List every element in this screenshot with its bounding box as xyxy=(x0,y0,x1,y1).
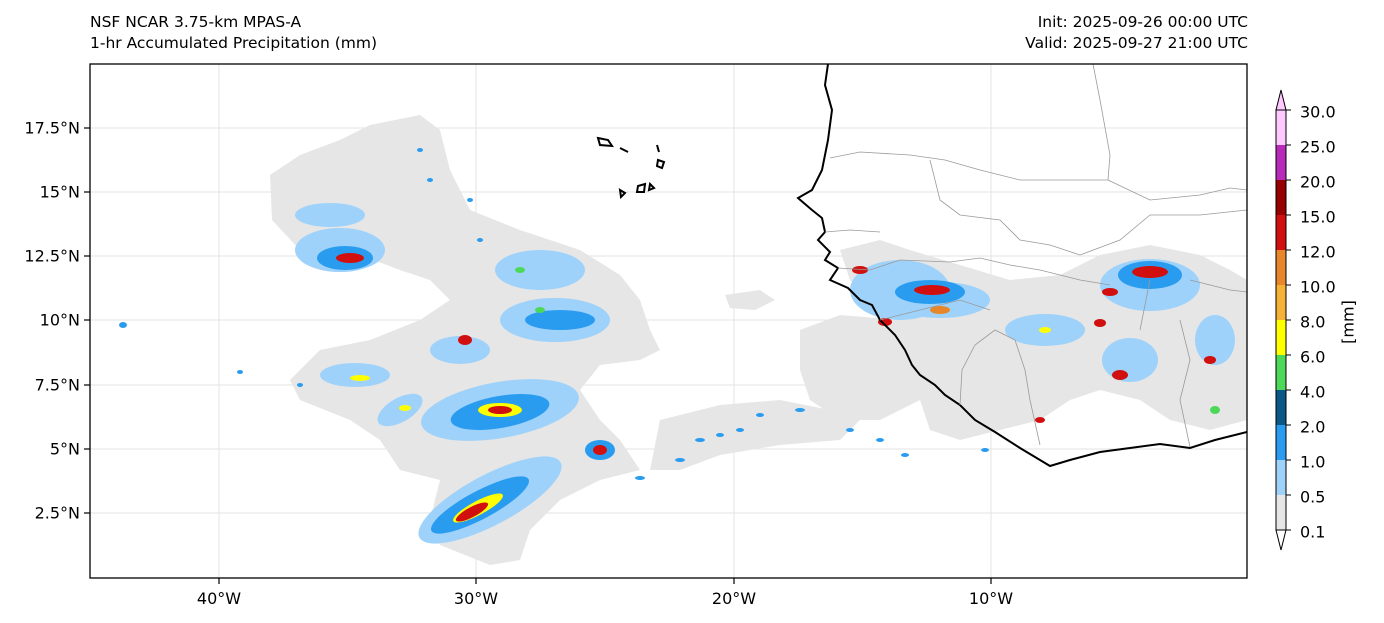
country-borders xyxy=(824,64,1247,448)
colorbar-level-label: 0.1 xyxy=(1300,522,1326,542)
colorbar-level-label: 2.0 xyxy=(1300,417,1326,437)
field-title: 1-hr Accumulated Precipitation (mm) xyxy=(90,34,377,52)
lon-label: 10°W xyxy=(968,589,1014,608)
colorbar-level-label: 4.0 xyxy=(1300,382,1326,402)
valid-time: Valid: 2025-09-27 21:00 UTC xyxy=(1025,34,1248,52)
lat-label: 2.5°N xyxy=(34,503,80,523)
axis-ticks xyxy=(84,127,992,584)
graticule xyxy=(90,64,1247,578)
intense-precip-cells xyxy=(336,253,1220,523)
colorbar-level-label: 8.0 xyxy=(1300,312,1326,332)
lat-label: 5°N xyxy=(49,439,80,459)
map-frame xyxy=(89,63,1248,579)
lat-label: 7.5°N xyxy=(34,375,80,395)
colorbar-level-label: 1.0 xyxy=(1300,452,1326,472)
init-time: Init: 2025-09-26 00:00 UTC xyxy=(1037,13,1248,31)
colorbar-level-label: 15.0 xyxy=(1300,207,1336,227)
light-precip-area xyxy=(270,115,1247,565)
colorbar-level-label: 25.0 xyxy=(1300,137,1336,157)
lat-label: 10°N xyxy=(39,310,80,330)
lon-label: 20°W xyxy=(711,589,757,608)
map-area xyxy=(90,64,1247,578)
colorbar-level-label: 30.0 xyxy=(1300,102,1336,122)
colorbar xyxy=(1275,89,1291,551)
colorbar-level-label: 12.0 xyxy=(1300,242,1336,262)
colorbar-level-label: 20.0 xyxy=(1300,172,1336,192)
lat-label: 15°N xyxy=(39,182,80,202)
lat-label: 17.5°N xyxy=(24,118,80,138)
scattered-showers xyxy=(119,148,989,480)
colorbar-unit-label: [mm] xyxy=(1338,300,1358,344)
colorbar-level-label: 6.0 xyxy=(1300,347,1326,367)
lon-label: 30°W xyxy=(453,589,499,608)
colorbar-level-label: 10.0 xyxy=(1300,277,1336,297)
lat-label: 12.5°N xyxy=(24,246,80,266)
lon-label: 40°W xyxy=(196,589,242,608)
model-title: NSF NCAR 3.75-km MPAS-A xyxy=(90,13,302,31)
colorbar-level-label: 0.5 xyxy=(1300,487,1326,507)
